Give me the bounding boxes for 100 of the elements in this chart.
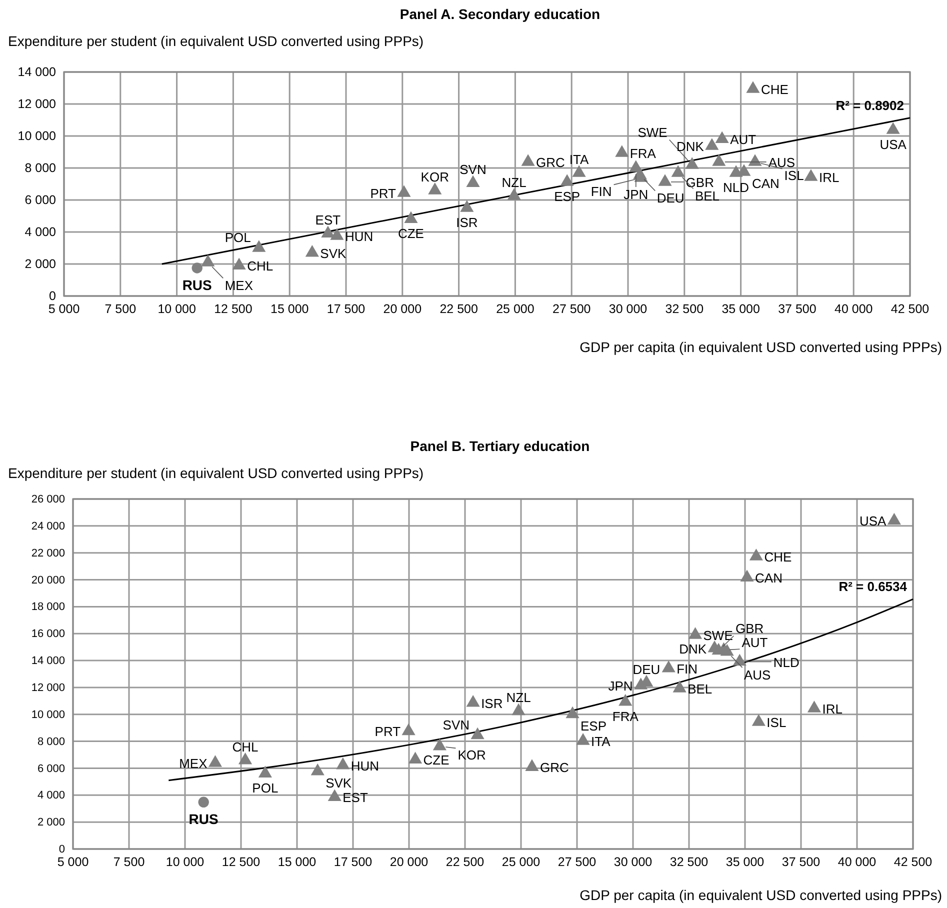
y-axis-title: Expenditure per student (in equivalent USD converted using PPPs) — [8, 465, 424, 481]
series-label: RUS — [182, 277, 212, 293]
annotation: ITA — [569, 152, 589, 167]
annotation: JPN — [624, 187, 648, 202]
x-tick-label: 7 500 — [113, 854, 145, 869]
annotation: GBR — [735, 621, 764, 636]
x-tick-label: 40 000 — [834, 302, 873, 316]
annotation: AUT — [730, 132, 756, 148]
point — [740, 570, 754, 582]
point — [521, 154, 535, 166]
y-tick-label: 20 000 — [31, 574, 65, 586]
x-tick-label: 5 000 — [48, 302, 80, 316]
point — [305, 244, 319, 257]
y-tick-label: 8 000 — [37, 736, 65, 748]
annotation: GRC — [536, 154, 565, 170]
x-axis-title: GDP per capita (in equivalent USD converted using PPPs) — [580, 339, 942, 355]
annotation: IRL — [822, 701, 842, 716]
annotation: ISL — [784, 168, 804, 183]
point — [507, 188, 521, 200]
annotation: CHE — [760, 82, 789, 97]
y-tick-label: 10 000 — [18, 129, 56, 143]
point — [258, 766, 272, 778]
x-tick-label: 42 500 — [890, 302, 930, 316]
point — [688, 627, 702, 639]
point — [330, 228, 344, 240]
annotation: AUS — [768, 154, 796, 170]
annotation: R² = 0.8902 — [836, 98, 904, 113]
annotation: NLD — [773, 654, 800, 670]
point — [404, 211, 418, 223]
y-tick-label: 12 000 — [31, 682, 65, 694]
point — [470, 727, 484, 740]
x-tick-label: 32 500 — [670, 854, 708, 869]
point — [671, 165, 685, 177]
annotation: DNK — [679, 641, 707, 656]
point — [576, 733, 590, 745]
point — [672, 680, 686, 692]
point — [752, 714, 766, 726]
y-tick-label: 4 000 — [37, 790, 65, 802]
x-tick-label: 35 000 — [722, 302, 760, 316]
x-tick-label: 20 000 — [383, 302, 422, 316]
annotation: CHE — [764, 549, 792, 564]
y-tick-label: 2 000 — [24, 257, 56, 271]
y-tick-label: 0 — [49, 289, 56, 303]
x-tick-label: 27 500 — [558, 854, 596, 869]
x-tick-label: 25 000 — [496, 302, 534, 316]
annotation: NLD — [723, 180, 750, 195]
point — [618, 694, 632, 706]
chart-title: Panel B. Tertiary education — [410, 438, 590, 454]
y-tick-label: 4 000 — [24, 225, 56, 239]
x-tick-label: 12 500 — [222, 854, 260, 869]
x-tick-label: 22 500 — [440, 302, 478, 316]
point — [432, 738, 446, 750]
x-tick-label: 7 500 — [104, 302, 136, 316]
y-tick-label: 16 000 — [31, 628, 65, 640]
annotation: BEL — [688, 681, 712, 696]
x-tick-label: 5 000 — [57, 854, 89, 869]
annotation: EST — [342, 790, 368, 806]
point — [712, 154, 726, 166]
annotation: MEX — [224, 278, 254, 293]
annotation: SWE — [638, 125, 668, 140]
annotation: CAN — [755, 570, 782, 586]
annotation: AUS — [744, 667, 772, 682]
annotation: DNK — [676, 138, 704, 154]
annotation: ESP — [554, 188, 580, 204]
y-tick-label: 10 000 — [31, 708, 65, 721]
point — [886, 122, 900, 134]
annotation: HUN — [350, 758, 380, 774]
point — [715, 131, 729, 143]
x-tick-label: 15 000 — [270, 302, 309, 316]
annotation: ISL — [766, 714, 786, 730]
annotation: JPN — [608, 678, 633, 694]
annotation: PRT — [374, 724, 401, 740]
point — [466, 694, 480, 707]
point — [336, 757, 350, 770]
annotation: HUN — [344, 229, 374, 244]
point — [201, 254, 215, 266]
y-tick-label: 26 000 — [31, 494, 65, 506]
point — [658, 174, 672, 186]
annotation: DEU — [632, 662, 660, 677]
y-tick-label: 6 000 — [24, 193, 56, 207]
annotation: ISR — [481, 696, 503, 711]
annotation: GBR — [686, 174, 714, 190]
x-tick-label: 42 500 — [894, 854, 932, 869]
y-tick-label: 0 — [58, 844, 65, 856]
x-tick-label: 15 000 — [278, 854, 316, 869]
annotation: ISR — [456, 215, 478, 230]
x-tick-label: 35 000 — [726, 854, 764, 869]
annotation: CAN — [752, 176, 780, 191]
y-tick-label: 14 000 — [18, 65, 56, 79]
annotation: KOR — [420, 169, 449, 184]
point — [208, 755, 222, 767]
y-axis-title: Expenditure per student (in equivalent USD converted using PPPs) — [8, 33, 424, 49]
point — [466, 175, 480, 187]
annotation: MEX — [179, 756, 208, 771]
annotation: FRA — [630, 146, 656, 161]
point — [408, 752, 422, 764]
annotation: FIN — [590, 184, 612, 199]
annotation: PRT — [370, 186, 396, 201]
point — [321, 226, 335, 238]
point — [804, 169, 818, 181]
